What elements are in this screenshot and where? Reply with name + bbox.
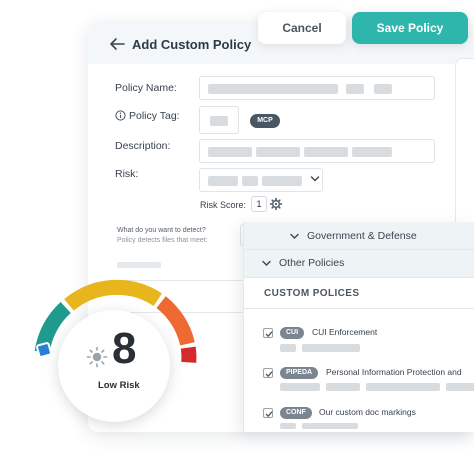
placeholder-bar [446,383,474,391]
risk-score-number: 8 [112,324,137,373]
placeholder-bar [280,383,320,391]
risk-score-value[interactable]: 1 [251,196,267,212]
group-government-defense[interactable]: Government & Defense [244,222,474,250]
policy-checkbox[interactable] [263,368,273,378]
policy-dropdown: Government & Defense Other Policies CUST… [243,222,474,432]
policy-name-label: Policy Name: [115,82,177,94]
gauge-segment-orange [156,296,195,346]
group-label: Other Policies [279,257,345,269]
placeholder-bar [256,147,300,157]
chevron-down-icon [290,233,299,239]
policy-name-input[interactable] [199,76,435,100]
placeholder-bar [280,423,296,429]
check-icon [265,331,273,338]
check-icon [265,371,273,378]
policy-name: CUI Enforcement [312,327,378,337]
gauge-segment-yellow [64,279,162,311]
gear-icon[interactable] [270,198,282,210]
policy-name: Personal Information Protection and [326,367,462,377]
cancel-button[interactable]: Cancel [258,12,346,44]
divider [110,280,243,281]
section-title: CUSTOM POLICES [264,288,360,299]
placeholder-bar [302,344,360,352]
sun-icon [86,346,108,368]
policy-tag-input[interactable] [199,106,239,134]
detect-hint: Policy detects files that meet: [117,237,208,244]
risk-label: Risk: [115,168,139,180]
policy-tag-label: Policy Tag: [129,110,180,122]
chevron-down-icon [262,260,271,266]
side-panel [455,58,474,276]
risk-select[interactable] [199,168,323,192]
policy-tag: PIPEDA [280,367,319,379]
placeholder-bar [210,116,228,126]
gauge-segment-red [180,346,197,363]
description-input[interactable] [199,139,435,163]
placeholder-bar [352,147,392,157]
policy-name: Our custom doc markings [319,407,416,417]
check-icon [265,411,273,418]
placeholder-bar [208,147,252,157]
placeholder-bar [208,84,338,94]
placeholder-bar [366,383,440,391]
placeholder-bar [346,84,364,94]
placeholder-bar [374,84,392,94]
placeholder-bar [117,262,161,268]
page-title: Add Custom Policy [132,37,252,52]
placeholder-bar [326,383,360,391]
chevron-down-icon[interactable] [310,175,320,183]
arrow-left-icon[interactable] [108,36,126,52]
save-policy-button[interactable]: Save Policy [352,12,468,44]
detect-question: What do you want to detect? [117,227,206,234]
info-icon [115,110,126,121]
divider [244,308,474,309]
risk-score-label: Risk Score: [200,200,247,210]
placeholder-bar [242,176,258,186]
group-label: Government & Defense [307,230,417,242]
gauge-dial [58,310,170,422]
placeholder-bar [262,176,302,186]
placeholder-bar [304,147,348,157]
description-label: Description: [115,140,171,152]
group-other-policies[interactable]: Other Policies [244,250,474,278]
policy-checkbox[interactable] [263,328,273,338]
placeholder-bar [280,344,296,352]
placeholder-bar [208,176,238,186]
tag-badge: MCP [250,114,280,128]
risk-level-label: Low Risk [98,380,140,391]
policy-checkbox[interactable] [263,408,273,418]
policy-tag: CUI [280,327,305,339]
policy-tag: CONF [280,407,312,419]
placeholder-bar [302,423,358,429]
